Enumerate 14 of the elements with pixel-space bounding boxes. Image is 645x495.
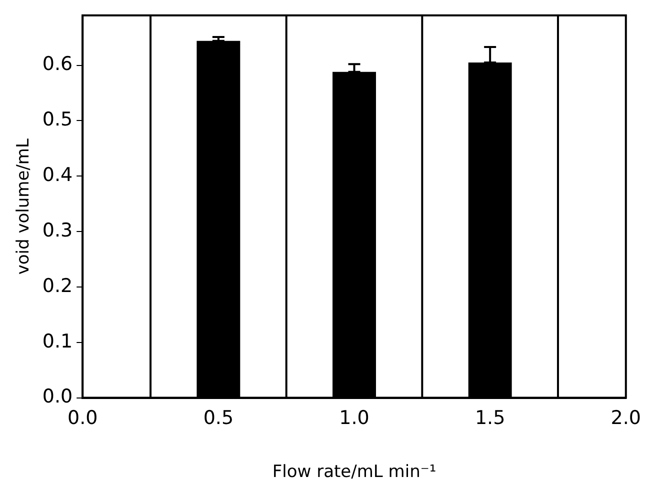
- x-tick-label: 1.5: [474, 407, 506, 430]
- y-tick-label: 0.6: [42, 53, 73, 76]
- x-axis-title: Flow rate/mL min⁻¹: [272, 462, 436, 482]
- y-tick-label: 0.0: [42, 386, 73, 408]
- x-tick-label: 1.0: [339, 407, 370, 430]
- x-tick-label: 0.5: [203, 407, 234, 430]
- y-tick-label: 0.4: [42, 164, 73, 186]
- x-tick-label: 2.0: [610, 407, 641, 430]
- y-tick-label: 0.3: [42, 219, 73, 242]
- y-tick-label: 0.5: [42, 108, 73, 131]
- x-tick-label: 0.0: [68, 407, 98, 430]
- y-tick-label: 0.2: [42, 274, 73, 297]
- y-axis-title: void volume/mL: [14, 138, 34, 275]
- y-tick-label: 0.1: [42, 330, 73, 352]
